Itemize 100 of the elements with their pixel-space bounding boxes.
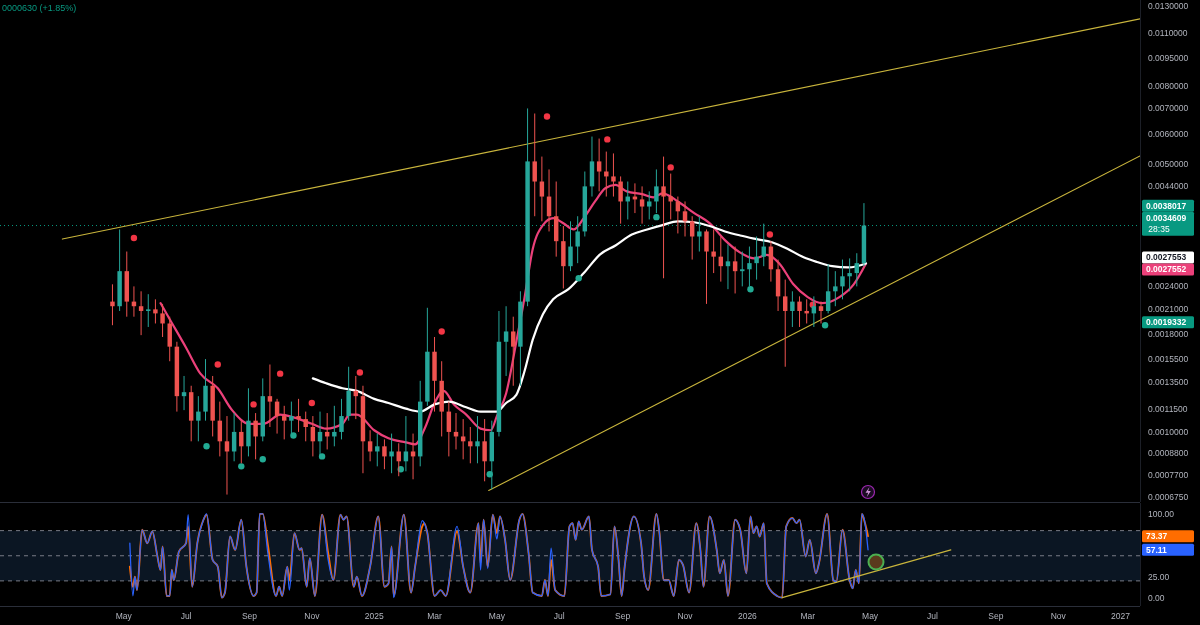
y-tick-label: 0.0011500	[1148, 403, 1188, 414]
point	[543, 113, 551, 120]
point	[214, 361, 221, 368]
candlestick	[153, 298, 158, 324]
x-tick-label: Jul	[553, 611, 565, 621]
point	[653, 213, 660, 221]
candlestick	[382, 438, 387, 470]
point	[130, 234, 138, 242]
y-tick-label: 0.0015500	[1148, 354, 1189, 365]
candlestick	[196, 395, 201, 442]
candlestick	[661, 156, 666, 279]
x-tick-label: Mar	[427, 611, 443, 621]
candlestick	[253, 412, 258, 460]
y-tick-label: 100.00	[1148, 508, 1175, 519]
point	[604, 136, 611, 143]
y-tick-label: 0.0008800	[1148, 448, 1189, 459]
point	[250, 401, 257, 408]
candlestick	[833, 270, 838, 307]
candlestick	[854, 252, 860, 287]
candlestick	[689, 215, 695, 261]
x-tick-label: May	[862, 611, 879, 621]
chart-subtitle: 0000630 (+1.85%)	[2, 3, 77, 13]
candlestick	[389, 433, 394, 474]
line-series	[159, 183, 868, 446]
x-tick-label: Sep	[615, 611, 631, 621]
candlestick	[711, 228, 716, 274]
ref-line-label: 0.0034609 28:35	[1146, 212, 1187, 234]
candlestick	[704, 228, 709, 305]
x-tick-label: Nov	[1050, 611, 1067, 621]
candlestick	[296, 398, 301, 433]
candlestick	[604, 151, 609, 198]
x-tick-label: Mar	[800, 611, 816, 621]
candlestick	[847, 257, 852, 292]
candlestick	[825, 263, 831, 314]
candlestick	[790, 290, 795, 328]
candlestick	[267, 364, 273, 428]
point	[438, 328, 445, 335]
point	[575, 275, 582, 282]
y-tick-label: 0.0080000	[1148, 81, 1189, 92]
y-tick-label: 0.0007700	[1148, 470, 1189, 481]
candlestick	[783, 279, 788, 368]
point	[259, 456, 266, 463]
x-tick-label: Nov	[304, 611, 321, 621]
candlestick	[675, 196, 681, 234]
x-tick-label: May	[488, 611, 506, 621]
point	[766, 231, 774, 238]
candlestick	[503, 305, 509, 377]
point	[238, 463, 245, 470]
x-tick-label: Jul	[180, 611, 192, 621]
line-series	[311, 220, 868, 413]
candlestick	[410, 433, 416, 480]
y-tick-label: 0.0050000	[1148, 159, 1189, 170]
candlestick	[740, 251, 745, 287]
candlestick	[618, 175, 623, 225]
candlestick	[239, 420, 244, 464]
candlestick	[532, 113, 537, 217]
candlestick	[568, 220, 573, 272]
x-tick-label: Sep	[241, 611, 258, 621]
x-tick-label: Jul	[927, 611, 938, 621]
candlestick	[460, 418, 466, 460]
candlestick	[682, 200, 688, 237]
candlestick	[639, 185, 645, 225]
candlestick	[725, 243, 731, 290]
candlestick	[332, 405, 337, 447]
point	[821, 322, 829, 329]
y-tick-label: 0.00	[1148, 592, 1165, 603]
y-tick-label: 0.0070000	[1148, 103, 1189, 114]
x-tick-label: 2026	[737, 611, 758, 621]
candlestick	[754, 236, 759, 281]
y-tick-label: 0.0006750	[1148, 492, 1189, 503]
candlestick	[575, 215, 580, 264]
point	[318, 453, 326, 460]
candlestick	[396, 442, 401, 477]
point	[290, 432, 297, 439]
candlestick	[138, 290, 144, 336]
x-tick-label: 2027	[1111, 611, 1131, 621]
candlestick	[482, 418, 487, 482]
text: 0.0027552	[1146, 264, 1187, 275]
text: 57.11	[1146, 544, 1168, 555]
candlestick	[668, 173, 673, 220]
candlestick	[539, 156, 545, 222]
y-tick-label: 25.00	[1148, 571, 1170, 582]
candlestick	[732, 246, 738, 294]
candlestick	[475, 415, 480, 464]
y-tick-label: 0.0110000	[1148, 28, 1188, 39]
candlestick	[596, 138, 602, 192]
point	[667, 164, 674, 171]
candlestick	[468, 426, 473, 464]
candlestick	[511, 316, 516, 387]
y-tick-label: 0.0044000	[1148, 180, 1189, 191]
candlestick	[146, 293, 151, 328]
y-tick-label: 0.0013500	[1148, 377, 1189, 388]
candlestick	[647, 190, 652, 220]
candlestick	[697, 215, 702, 253]
candlestick	[818, 301, 824, 324]
text: 0.0038017	[1146, 200, 1187, 211]
point	[276, 370, 284, 377]
candlestick	[611, 152, 616, 198]
x-tick-label: Nov	[677, 611, 694, 621]
text: 0.0027553	[1146, 252, 1187, 263]
